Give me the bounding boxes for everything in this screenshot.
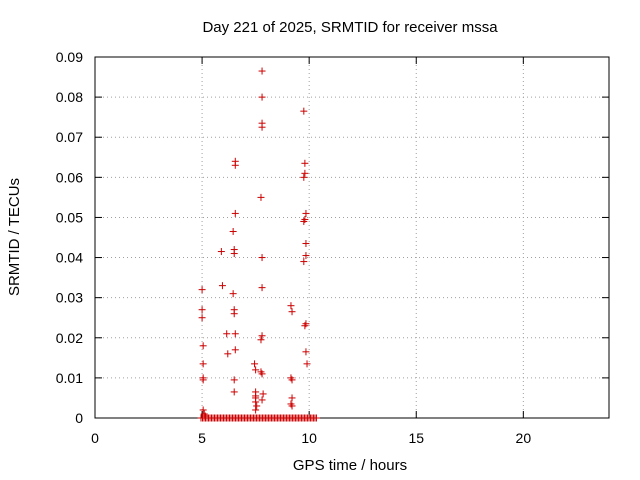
data-point xyxy=(258,93,266,101)
data-point xyxy=(229,227,237,235)
data-point xyxy=(230,250,238,258)
data-point xyxy=(301,159,309,167)
data-point xyxy=(199,342,207,350)
data-point xyxy=(199,360,207,368)
plot-border xyxy=(94,56,610,419)
data-point xyxy=(253,402,261,410)
data-point xyxy=(217,248,225,256)
data-point xyxy=(229,290,237,298)
data-point xyxy=(288,394,296,402)
y-tick-label: 0 xyxy=(75,410,83,426)
y-tick-label: 0.08 xyxy=(56,89,83,105)
data-point xyxy=(258,67,266,75)
data-point xyxy=(258,396,266,404)
data-point xyxy=(301,322,309,330)
data-point xyxy=(258,284,266,292)
data-point xyxy=(302,252,310,260)
data-point xyxy=(231,161,239,169)
data-point xyxy=(257,336,265,344)
y-axis-label: SRMTID / TECUs xyxy=(6,178,23,296)
y-tick-label: 0.04 xyxy=(56,250,83,266)
data-point xyxy=(288,376,296,384)
grid-layer xyxy=(95,57,609,418)
x-tick-label: 5 xyxy=(198,430,206,446)
data-point xyxy=(218,282,226,290)
data-point xyxy=(251,360,259,368)
data-point xyxy=(258,123,266,131)
y-tick-label: 0.02 xyxy=(56,330,83,346)
data-point xyxy=(287,302,295,310)
data-point xyxy=(198,314,206,322)
data-point xyxy=(223,330,231,338)
x-tick-label: 10 xyxy=(301,430,317,446)
data-point xyxy=(302,348,310,356)
data-point xyxy=(252,366,260,374)
data-point xyxy=(199,376,207,384)
data-point xyxy=(198,306,206,314)
data-point xyxy=(252,398,260,406)
y-tick-label: 0.06 xyxy=(56,169,83,185)
data-point xyxy=(230,376,238,384)
x-axis-label: GPS time / hours xyxy=(293,457,407,474)
data-point xyxy=(258,370,266,378)
chart-title: Day 221 of 2025, SRMTID for receiver mss… xyxy=(202,19,498,36)
data-point xyxy=(258,332,266,340)
data-point xyxy=(199,406,207,414)
data-point xyxy=(252,406,260,414)
data-point xyxy=(201,412,209,420)
y-tick-label: 0.03 xyxy=(56,290,83,306)
data-point xyxy=(224,350,232,358)
data-point xyxy=(300,258,308,266)
data-points xyxy=(197,67,320,422)
data-point xyxy=(312,414,320,422)
data-point xyxy=(259,390,267,398)
x-tick-label: 20 xyxy=(516,430,532,446)
data-point xyxy=(288,402,296,410)
data-point xyxy=(198,286,206,294)
data-point xyxy=(231,330,239,338)
data-point xyxy=(230,310,238,318)
data-point xyxy=(300,217,308,225)
tick-layer: 0 0.01 0.02 0.03 0.04 0.05 0.06 0.07 0.08 0.09 0 5 1… xyxy=(56,49,609,446)
y-tick-label: 0.07 xyxy=(56,129,83,145)
x-tick-label: 0 xyxy=(91,430,99,446)
x-tick-label: 15 xyxy=(408,430,424,446)
data-point xyxy=(231,209,239,217)
data-point xyxy=(302,209,310,217)
data-point xyxy=(288,308,296,316)
data-point xyxy=(300,173,308,181)
data-point xyxy=(258,254,266,262)
data-point xyxy=(303,360,311,368)
data-point xyxy=(257,193,265,201)
data-point xyxy=(300,107,308,115)
y-tick-label: 0.01 xyxy=(56,370,83,386)
data-point xyxy=(230,388,238,396)
data-point xyxy=(231,346,239,354)
y-tick-label: 0.05 xyxy=(56,209,83,225)
data-point xyxy=(302,240,310,248)
data-point xyxy=(301,169,309,177)
y-tick-label: 0.09 xyxy=(56,49,83,65)
